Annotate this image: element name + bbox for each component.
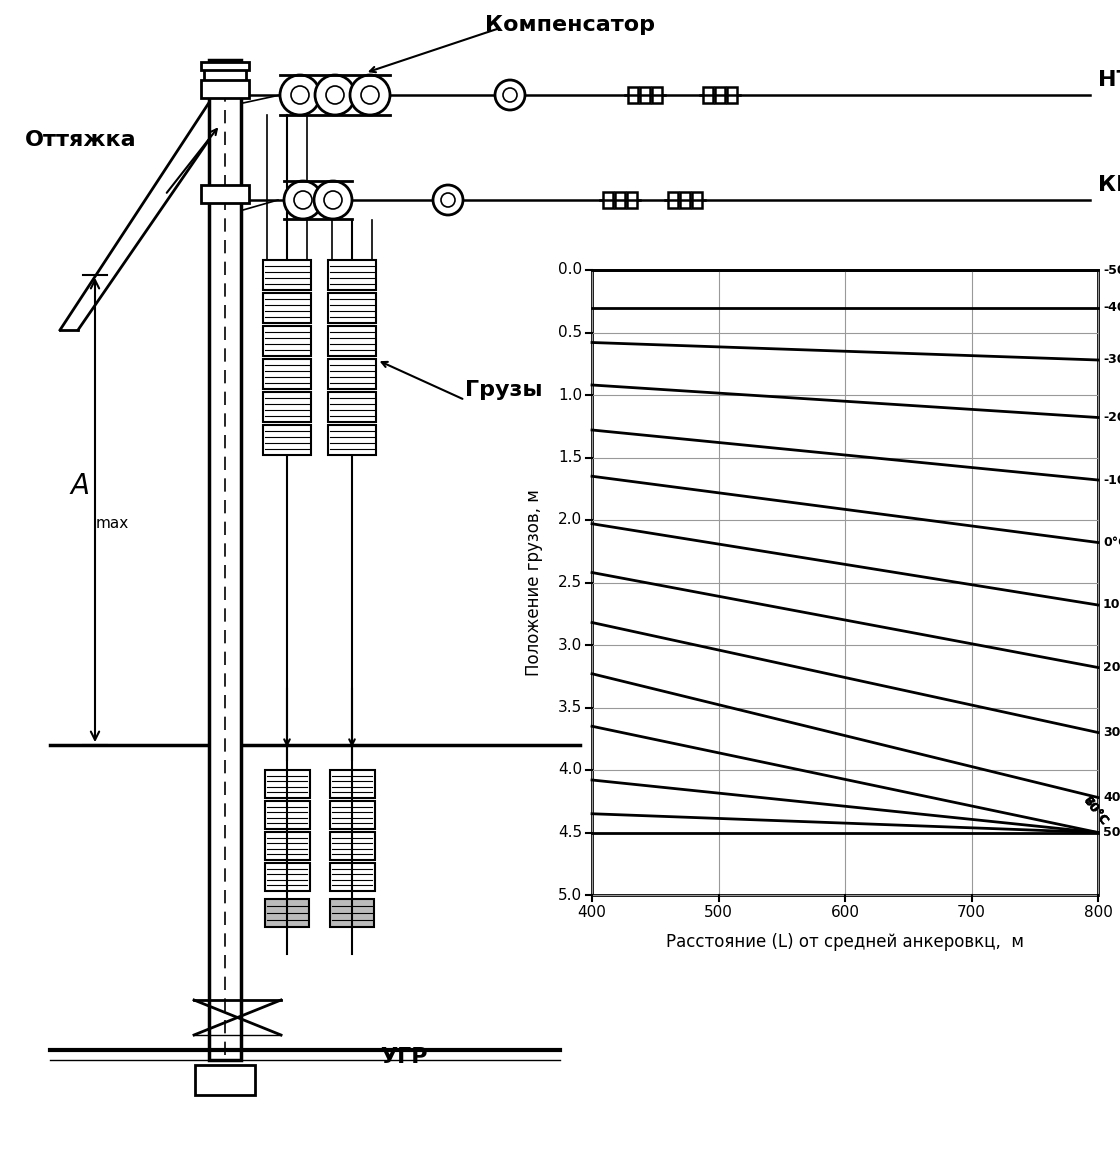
Text: 40°C: 40°C	[1103, 791, 1120, 804]
Text: КП: КП	[1098, 175, 1120, 195]
Text: 500: 500	[704, 904, 732, 920]
Bar	[263, 392, 311, 422]
Text: 50°C: 50°C	[1103, 826, 1120, 839]
Bar	[628, 88, 638, 103]
Text: -20°C: -20°C	[1103, 411, 1120, 424]
Text: -50°C: -50°C	[1103, 264, 1120, 277]
Bar	[200, 186, 249, 203]
Text: 0°C: 0°C	[1103, 536, 1120, 548]
Bar	[328, 392, 376, 422]
Bar	[652, 88, 662, 103]
Circle shape	[315, 75, 355, 116]
Text: -10°C: -10°C	[1103, 474, 1120, 487]
Text: 0.5: 0.5	[558, 324, 582, 340]
Bar	[265, 864, 310, 890]
Text: 1.0: 1.0	[558, 387, 582, 403]
Bar	[330, 770, 375, 798]
Bar	[263, 260, 311, 291]
Bar	[195, 1065, 255, 1095]
Circle shape	[324, 191, 342, 209]
Text: max: max	[96, 516, 129, 531]
Circle shape	[349, 75, 390, 116]
Text: НT: НT	[1098, 70, 1120, 90]
Circle shape	[326, 86, 344, 104]
Bar	[592, 270, 1098, 895]
Bar	[715, 88, 725, 103]
Bar	[727, 88, 737, 103]
Text: 3.5: 3.5	[558, 700, 582, 715]
Text: 4.5: 4.5	[558, 825, 582, 840]
Bar	[263, 425, 311, 455]
Text: Грузы: Грузы	[465, 380, 542, 400]
Bar	[263, 326, 311, 356]
Bar	[668, 193, 678, 208]
Bar	[204, 65, 246, 85]
Bar	[615, 193, 625, 208]
Bar	[328, 260, 376, 291]
Text: 5.0: 5.0	[558, 887, 582, 902]
Text: 3.0: 3.0	[558, 637, 582, 652]
Bar	[265, 770, 310, 798]
Text: -30°C: -30°C	[1103, 354, 1120, 366]
Circle shape	[495, 81, 525, 110]
Text: 10°C: 10°C	[1103, 599, 1120, 612]
Bar	[263, 293, 311, 323]
Text: -40°C: -40°C	[1103, 301, 1120, 314]
Text: $A$: $A$	[69, 471, 90, 499]
Bar	[200, 81, 249, 98]
Bar	[640, 88, 650, 103]
Bar	[328, 326, 376, 356]
Bar	[603, 193, 613, 208]
Text: Положение грузов, м: Положение грузов, м	[525, 489, 543, 676]
Text: 700: 700	[958, 904, 986, 920]
Bar	[263, 359, 311, 389]
Circle shape	[280, 75, 320, 116]
Bar	[680, 193, 690, 208]
Circle shape	[441, 193, 455, 207]
Text: 600: 600	[831, 904, 859, 920]
Text: Расстояние (L) от средней анкеровкц,  м: Расстояние (L) от средней анкеровкц, м	[666, 932, 1024, 951]
Bar	[209, 60, 241, 1060]
Bar	[627, 193, 637, 208]
Text: 20°C: 20°C	[1103, 661, 1120, 675]
Circle shape	[503, 88, 517, 102]
Bar	[330, 899, 374, 927]
Circle shape	[433, 186, 463, 215]
Text: Оттяжка: Оттяжка	[25, 130, 137, 151]
Text: 80°C: 80°C	[1080, 794, 1110, 827]
Bar	[200, 62, 249, 70]
Bar	[330, 801, 375, 829]
Text: 1.5: 1.5	[558, 450, 582, 464]
Circle shape	[291, 86, 309, 104]
Bar	[330, 864, 375, 890]
Bar	[328, 293, 376, 323]
Text: 2.0: 2.0	[558, 512, 582, 527]
Text: Компенсатор: Компенсатор	[485, 15, 655, 35]
Text: 4.0: 4.0	[558, 762, 582, 777]
Circle shape	[361, 86, 379, 104]
Bar	[265, 899, 309, 927]
Text: 2.5: 2.5	[558, 575, 582, 591]
Circle shape	[284, 181, 323, 219]
Bar	[330, 832, 375, 860]
Circle shape	[314, 181, 352, 219]
Text: 400: 400	[578, 904, 606, 920]
Bar	[265, 832, 310, 860]
Circle shape	[293, 191, 312, 209]
Text: УГР: УГР	[380, 1047, 428, 1067]
Text: 0.0: 0.0	[558, 263, 582, 278]
Text: 800: 800	[1083, 904, 1112, 920]
Text: 60°C: 60°C	[1080, 794, 1110, 827]
Text: 70°C: 70°C	[1080, 794, 1110, 827]
Bar	[265, 801, 310, 829]
Bar	[692, 193, 702, 208]
Bar	[703, 88, 713, 103]
Bar	[328, 425, 376, 455]
Bar	[328, 359, 376, 389]
Text: 30°C: 30°C	[1103, 726, 1120, 739]
